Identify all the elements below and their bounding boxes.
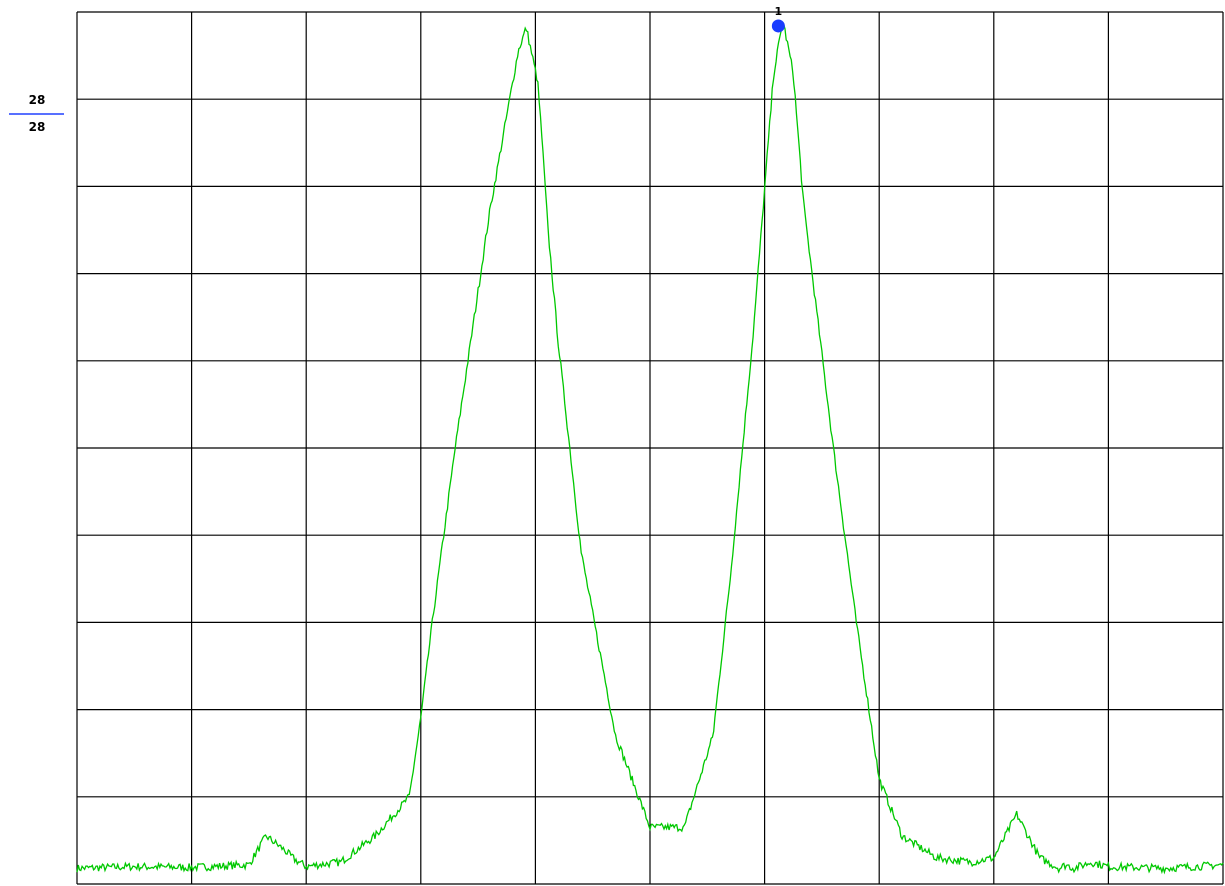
marker-1-label: 1 — [775, 5, 783, 18]
trace-layer — [76, 23, 1224, 875]
reference-level-bottom: 28 — [29, 120, 46, 134]
trace-1 — [76, 23, 1224, 875]
reference-level-top: 28 — [29, 93, 46, 107]
marker-1-dot[interactable] — [771, 19, 785, 33]
graticule — [76, 11, 1224, 885]
marker-layer[interactable]: 1 — [771, 5, 785, 33]
